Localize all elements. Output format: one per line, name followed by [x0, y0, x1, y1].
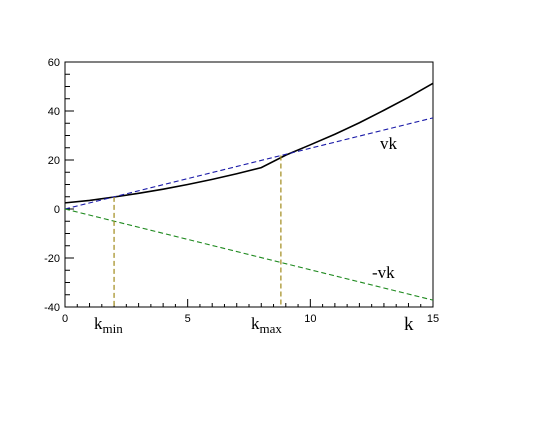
x-tick-label: 0	[62, 313, 68, 325]
y-ticks: -40 -20 0 20 40 60	[44, 57, 74, 314]
x-tick-label: 15	[427, 313, 439, 325]
y-tick-label: -40	[44, 302, 60, 314]
y-tick-label: 0	[54, 204, 60, 216]
kmin-label-base: k	[94, 314, 103, 333]
series-line-0	[64, 82, 434, 204]
y-tick-label: 60	[48, 57, 60, 69]
series-line-2	[64, 208, 434, 301]
x-tick-label: 10	[304, 313, 316, 325]
neg-vk-label: -vk	[372, 263, 395, 282]
kmin-label-sub: min	[103, 321, 124, 336]
series-group	[64, 82, 434, 301]
kmin-label: kmin	[94, 314, 123, 336]
x-ticks: 0 5 10 15	[62, 299, 439, 325]
marker-lines	[113, 155, 282, 307]
kmax-label: kmax	[251, 314, 282, 336]
y-tick-label: 40	[48, 106, 60, 118]
kmax-label-base: k	[251, 314, 260, 333]
y-tick-label: -20	[44, 253, 60, 265]
x-tick-label: 5	[185, 313, 191, 325]
series-line-1	[64, 117, 434, 210]
vk-label: vk	[380, 134, 398, 153]
x-axis-label: k	[404, 314, 414, 335]
kmax-label-sub: max	[260, 321, 283, 336]
y-tick-label: 20	[48, 155, 60, 167]
